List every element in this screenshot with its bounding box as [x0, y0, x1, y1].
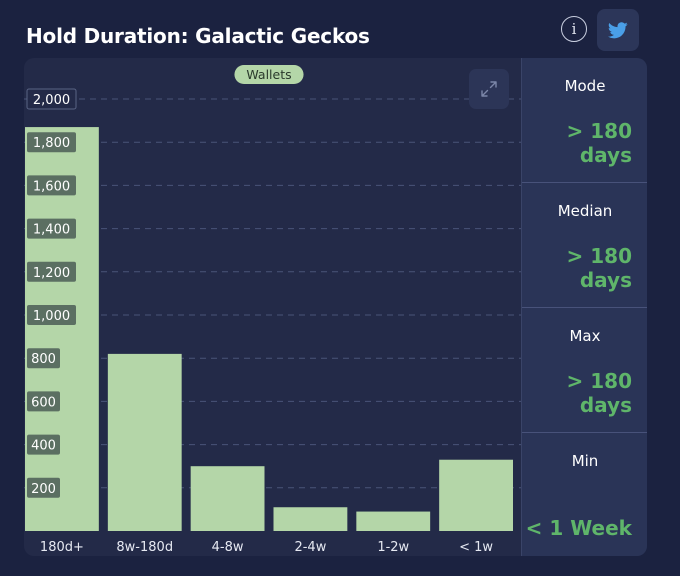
- y-tick-1: 200: [27, 477, 60, 498]
- y-tick-10: 2,000: [26, 88, 77, 110]
- stat-max-value-line-2: days: [579, 393, 632, 417]
- expand-chart-button[interactable]: [469, 69, 509, 109]
- x-tick-label-6: < 1w: [459, 540, 493, 555]
- y-tick-box-5: [27, 305, 76, 325]
- twitter-share-button[interactable]: [597, 9, 639, 51]
- x-tick-label-1: 180d+: [40, 540, 84, 555]
- y-tick-3: 600: [27, 391, 60, 412]
- stat-mode: Mode > 180 days: [522, 58, 647, 183]
- y-tick-box-9: [27, 132, 76, 153]
- y-tick-box-10: [26, 88, 77, 110]
- y-tick-label-7: 1,400: [33, 223, 70, 238]
- x-tick-label-4: 2-4w: [294, 540, 326, 555]
- y-tick-label-4: 800: [31, 352, 56, 367]
- y-tick-label-2: 400: [31, 439, 56, 454]
- legend-item: Wallets: [234, 65, 304, 84]
- stat-min-value-line-1: < 1 Week: [525, 516, 632, 540]
- y-tick-box-2: [27, 434, 60, 455]
- y-tick-box-4: [27, 348, 60, 369]
- stat-median-value-line-2: days: [579, 268, 632, 292]
- page-title: Hold Duration: Galactic Geckos: [26, 24, 370, 48]
- y-tick-5: 1,000: [27, 305, 76, 325]
- y-tick-label-9: 1,800: [33, 136, 70, 151]
- x-tick-label-3: 4-8w: [212, 540, 244, 555]
- stat-min-label: Min: [571, 452, 599, 470]
- stat-max-label: Max: [569, 327, 601, 345]
- y-tick-6: 1,200: [27, 261, 76, 282]
- y-tick-box-3: [27, 391, 60, 412]
- stats-panel: Mode > 180 days Median > 180 days Max > …: [521, 58, 647, 556]
- chart-area: 180d+ 8w-180d 4-8w 2-4w 1-2w < 1w 200 400 600 800…: [24, 58, 521, 556]
- x-tick-label-2: 8w-180d: [116, 540, 173, 555]
- legend-swatch: [234, 65, 304, 84]
- stat-min: Min < 1 Week: [522, 433, 647, 556]
- stat-median-label: Median: [557, 202, 613, 220]
- y-tick-box-7: [27, 218, 76, 239]
- y-tick-4: 800: [27, 348, 60, 369]
- y-tick-label-10: 2,000: [33, 93, 70, 108]
- y-tick-label-6: 1,200: [33, 266, 70, 281]
- info-button[interactable]: i: [561, 16, 587, 42]
- stat-mode-label: Mode: [564, 77, 606, 95]
- stat-max: Max > 180 days: [522, 308, 647, 433]
- stat-median-value-line-1: > 180: [566, 244, 632, 268]
- twitter-bird-icon: [608, 21, 628, 38]
- bar-2: [107, 353, 182, 531]
- bar-5: [356, 511, 431, 531]
- info-circle-icon: i: [571, 19, 577, 38]
- stat-mode-value-line-2: days: [579, 143, 632, 167]
- x-tick-label-5: 1-2w: [377, 540, 409, 555]
- y-tick-box-6: [27, 261, 76, 282]
- y-tick-8: 1,600: [27, 175, 76, 196]
- y-tick-label-1: 200: [31, 482, 56, 497]
- stat-max-value-line-1: > 180: [566, 369, 632, 393]
- bar-3: [190, 466, 265, 531]
- bar-4: [273, 507, 348, 531]
- y-tick-7: 1,400: [27, 218, 76, 239]
- y-tick-2: 400: [27, 434, 60, 455]
- expand-arrows-icon: [481, 81, 497, 97]
- y-tick-9: 1,800: [27, 132, 76, 153]
- y-tick-label-8: 1,600: [33, 179, 70, 194]
- y-tick-box-8: [27, 175, 76, 196]
- y-tick-box-1: [27, 477, 60, 498]
- chart-card: 180d+ 8w-180d 4-8w 2-4w 1-2w < 1w 200 400 600 800…: [24, 58, 647, 556]
- stat-mode-value-line-1: > 180: [566, 119, 632, 143]
- bar-chart: 180d+ 8w-180d 4-8w 2-4w 1-2w < 1w 200 400 600 800…: [24, 65, 521, 555]
- stat-max-value: > 180 days: [567, 369, 632, 417]
- stat-min-value: < 1 Week: [526, 516, 632, 540]
- stat-mode-value: > 180 days: [567, 119, 632, 167]
- bar-6: [439, 459, 513, 531]
- y-tick-label-5: 1,000: [33, 309, 70, 324]
- stat-median: Median > 180 days: [522, 183, 647, 308]
- y-tick-label-3: 600: [31, 395, 56, 410]
- legend-label: Wallets: [246, 67, 291, 82]
- stat-median-value: > 180 days: [567, 244, 632, 292]
